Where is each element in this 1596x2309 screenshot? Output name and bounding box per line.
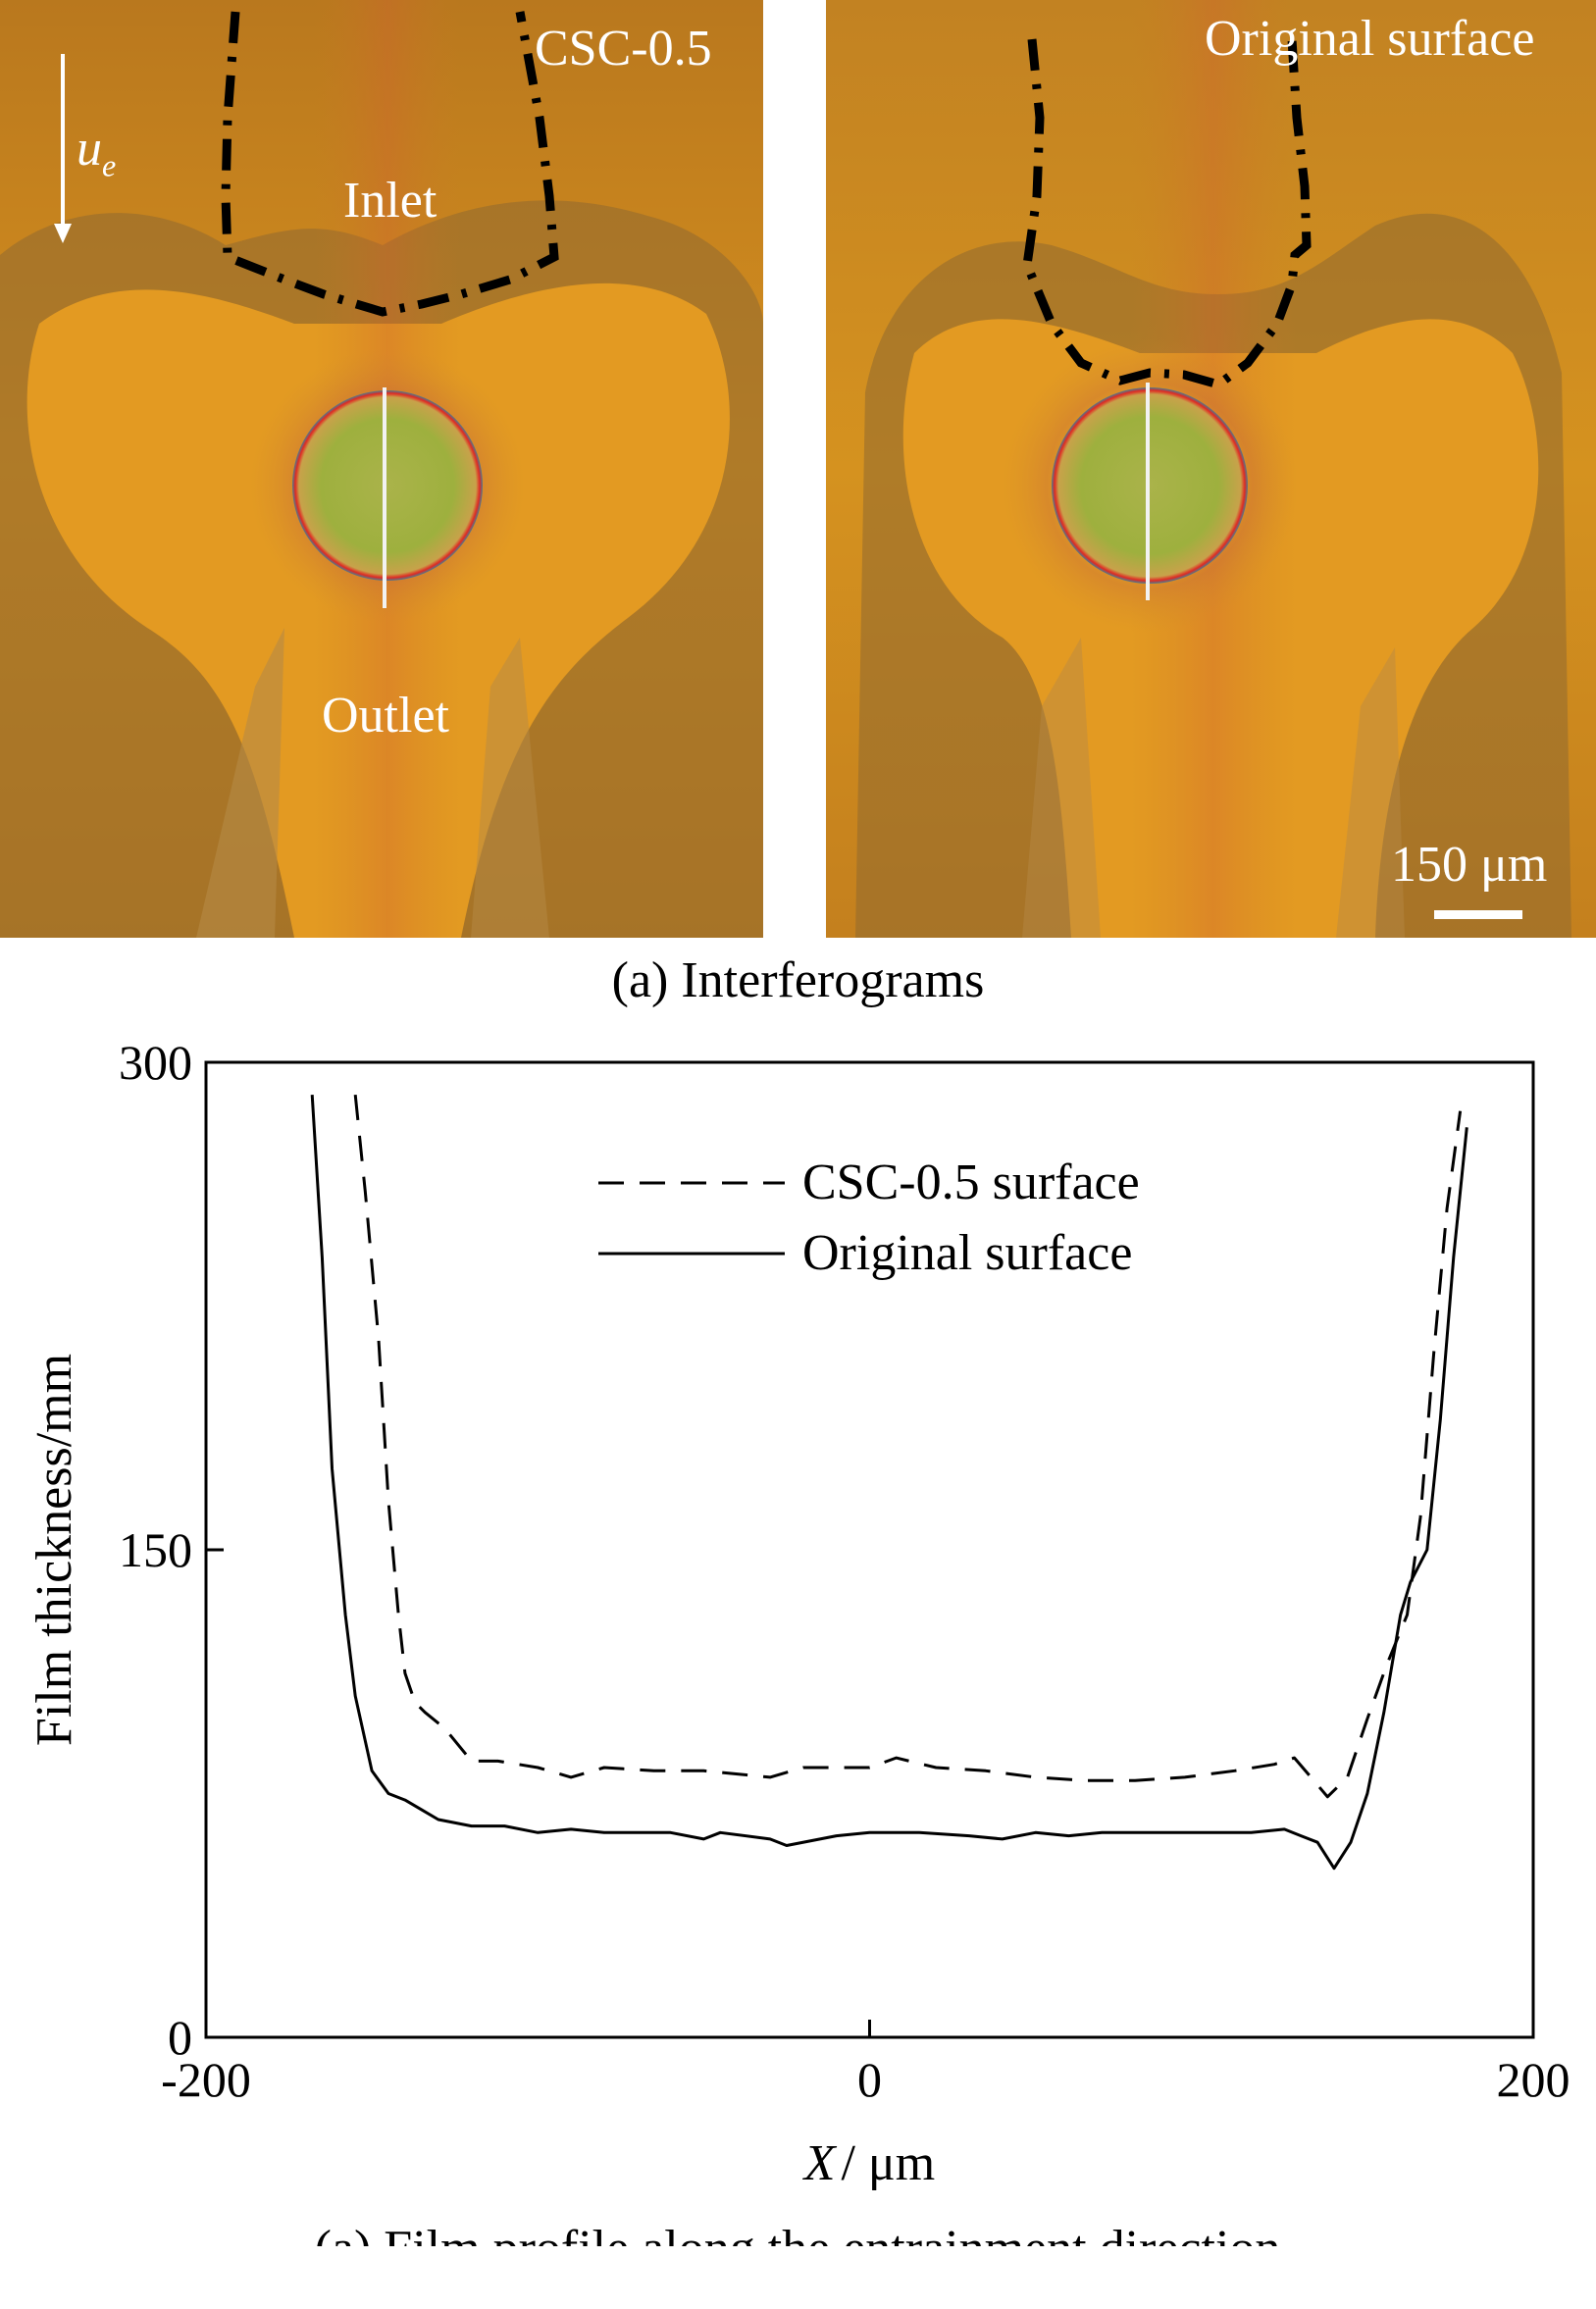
velocity-subscript: e (102, 147, 117, 183)
x-tick-label-0: -200 (161, 2052, 251, 2107)
scale-bar-label: 150 μm (1391, 837, 1548, 893)
x-axis-unit: / μm (841, 2135, 935, 2191)
entrainment-velocity-label: ue (77, 120, 116, 183)
x-axis-symbol: X (802, 2135, 838, 2191)
x-tick-label-2: 200 (1497, 2052, 1570, 2107)
interferogram-caption: (a) Interferograms (611, 952, 985, 1008)
y-axis-label: Film thickness/mm (26, 1354, 82, 1746)
y-tick-label-2: 300 (119, 1035, 192, 1090)
panel-title-original: Original surface (1205, 11, 1535, 67)
x-axis-label: X / μm (802, 2135, 936, 2191)
series-lines (310, 1094, 1468, 1871)
inlet-label: Inlet (343, 173, 438, 229)
x-tick-label-1: 0 (857, 2052, 882, 2107)
velocity-symbol: u (77, 121, 102, 177)
y-tick-label-1: 150 (119, 1522, 192, 1577)
axis-ticks (204, 1060, 1535, 2039)
interferogram-csc-panel: CSC-0.5 Inlet Outlet ue (0, 0, 763, 938)
legend: CSC-0.5 surface Original surface (598, 1154, 1140, 1281)
outlet-label: Outlet (322, 688, 449, 744)
legend-label-0: CSC-0.5 surface (802, 1154, 1140, 1210)
legend-label-1: Original surface (802, 1225, 1132, 1281)
series-line-csc (353, 1094, 1463, 1799)
interferogram-original-image (826, 0, 1596, 938)
panel-title-csc: CSC-0.5 (535, 21, 712, 77)
series-line-original (310, 1095, 1468, 1871)
interferogram-csc-image (0, 0, 763, 938)
chart-caption: (a) Film profile along the entrainment d… (315, 2221, 1281, 2246)
y-tick-label-0: 0 (168, 2010, 192, 2065)
interferogram-original-panel: Original surface 150 μm (826, 0, 1596, 938)
